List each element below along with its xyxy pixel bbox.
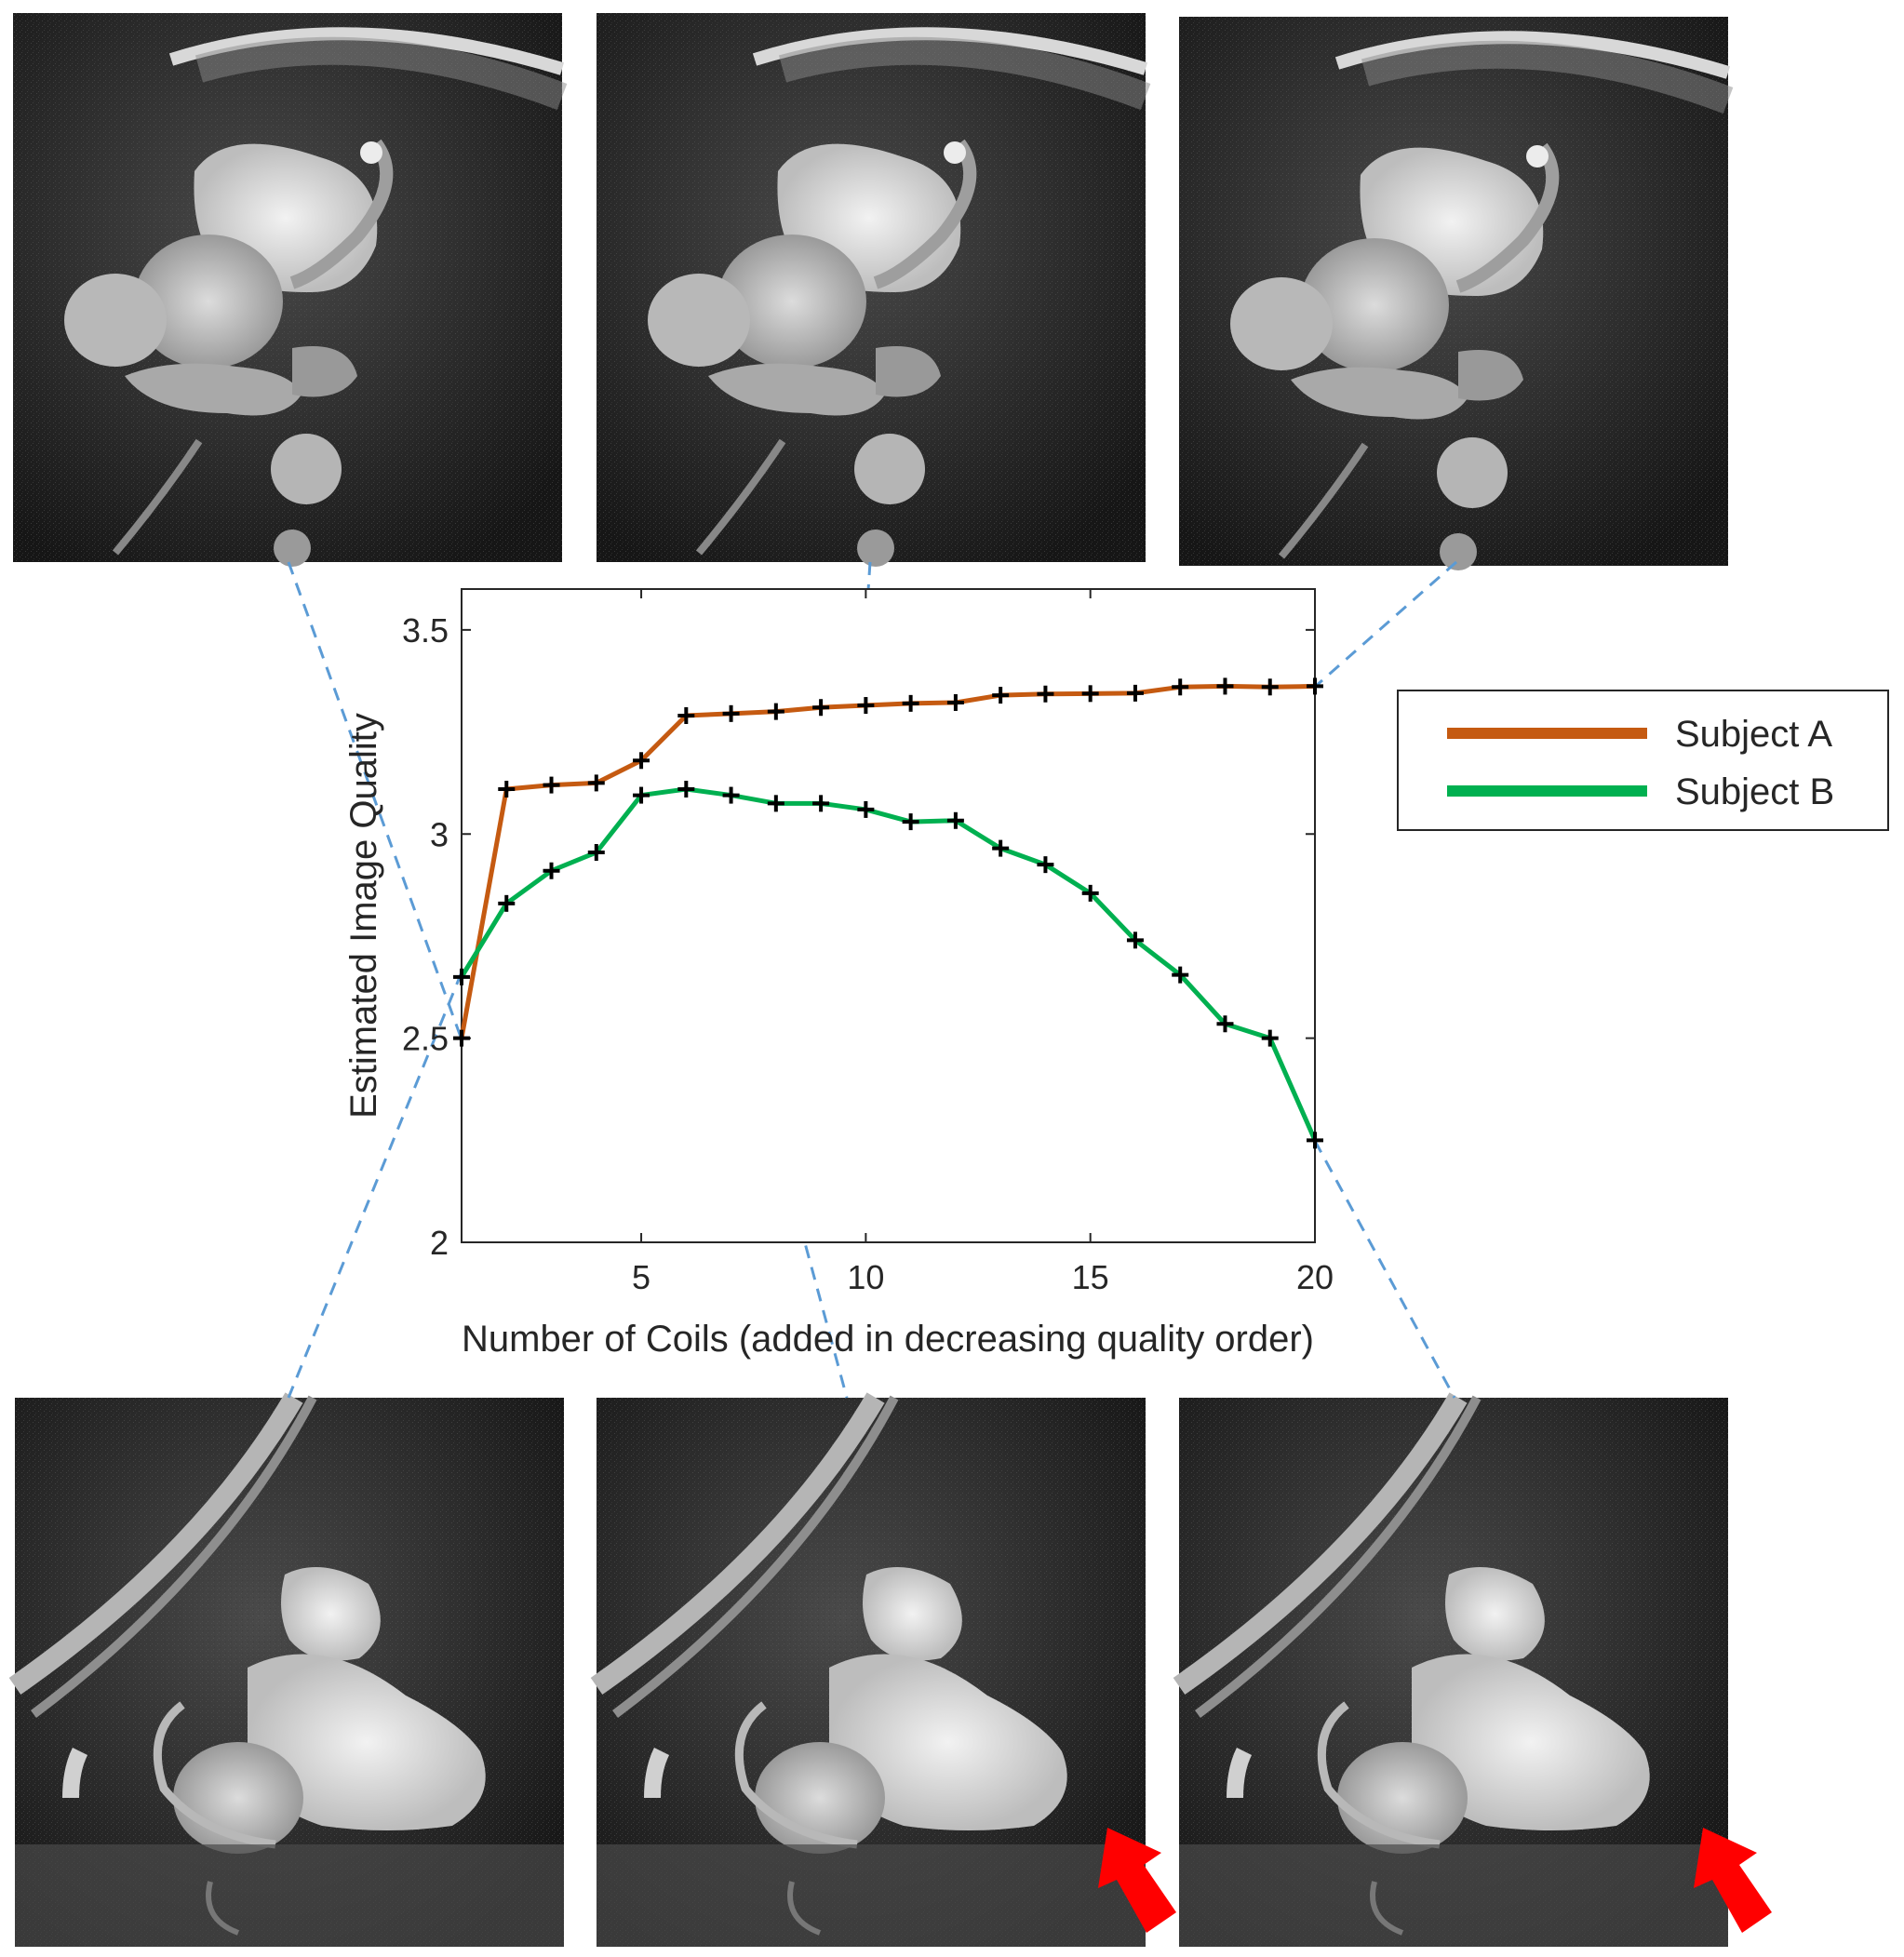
data-point-subject-a — [992, 687, 1010, 704]
series-markers — [453, 677, 1323, 1149]
data-point-subject-a — [1261, 678, 1279, 696]
data-point-subject-a — [812, 699, 830, 717]
y-tick-label: 2.5 — [402, 1020, 449, 1058]
legend-box — [1397, 690, 1889, 831]
data-point-subject-b — [498, 894, 516, 912]
data-point-subject-a — [543, 776, 560, 794]
x-tick-label: 10 — [847, 1258, 884, 1296]
data-point-subject-a — [1081, 685, 1099, 703]
data-point-subject-a — [1037, 685, 1054, 703]
data-point-subject-a — [1126, 684, 1144, 702]
mri-panel-bottom-2 — [597, 1398, 1146, 1947]
data-point-subject-b — [1037, 856, 1054, 874]
mri-panel-top-3 — [1179, 17, 1728, 570]
data-point-subject-a — [1216, 677, 1234, 695]
data-point-subject-a — [767, 703, 784, 720]
series-line-subject-b — [459, 786, 1318, 1142]
mri-panel-bottom-3 — [1179, 1398, 1728, 1947]
data-point-subject-b — [1081, 884, 1099, 902]
data-point-subject-a — [633, 752, 650, 770]
data-point-subject-a — [587, 774, 605, 792]
x-axis: 5 10 15 20 — [632, 589, 1334, 1296]
data-point-subject-b — [453, 968, 470, 985]
data-point-subject-b — [677, 780, 695, 798]
data-point-subject-a — [1307, 677, 1323, 695]
x-tick-label: 20 — [1296, 1258, 1334, 1296]
data-point-subject-b — [812, 795, 830, 812]
data-point-subject-a — [946, 693, 964, 711]
x-tick-label: 5 — [632, 1258, 650, 1296]
artifact-arrow-1 — [1098, 1828, 1176, 1933]
legend: Subject A Subject B — [1397, 690, 1889, 831]
data-point-subject-b — [1307, 1132, 1323, 1149]
data-point-subject-b — [722, 786, 740, 804]
data-point-subject-a — [902, 694, 919, 712]
data-point-subject-a — [857, 697, 875, 715]
data-point-subject-b — [1172, 966, 1189, 984]
data-point-subject-b — [946, 811, 964, 829]
x-tick-label: 15 — [1072, 1258, 1109, 1296]
data-point-subject-a — [1172, 678, 1189, 696]
y-tick-label: 2 — [430, 1224, 449, 1262]
data-point-subject-a — [677, 707, 695, 725]
legend-label-subject-a: Subject A — [1675, 714, 1832, 755]
connector-a-20 — [1314, 560, 1457, 689]
connector-a-1 — [287, 561, 463, 1040]
connector-b-1 — [287, 972, 463, 1399]
line-chart: 2 2.5 3 3.5 5 10 15 20 Number of Coils (added … — [343, 588, 1334, 1360]
connector-b-20 — [1313, 1140, 1456, 1399]
data-point-subject-a — [722, 704, 740, 722]
x-axis-label: Number of Coils (added in decreasing qua… — [462, 1319, 1314, 1360]
data-point-subject-b — [543, 862, 560, 879]
plot-area — [461, 588, 1316, 1243]
data-point-subject-b — [1126, 932, 1144, 949]
data-point-subject-b — [1216, 1015, 1234, 1033]
y-tick-label: 3 — [430, 815, 449, 853]
y-tick-label: 3.5 — [402, 611, 449, 650]
data-point-subject-b — [587, 843, 605, 861]
mri-panel-bottom-1 — [15, 1398, 564, 1947]
mri-panel-top-2 — [597, 13, 1146, 567]
data-point-subject-b — [633, 786, 650, 804]
data-point-subject-b — [992, 839, 1010, 857]
y-axis: 2 2.5 3 3.5 — [402, 611, 1315, 1262]
data-point-subject-b — [857, 800, 875, 818]
data-point-subject-a — [498, 780, 516, 798]
mri-panel-top-1 — [13, 13, 562, 567]
data-point-subject-b — [1261, 1029, 1279, 1047]
data-point-subject-b — [767, 795, 784, 812]
data-point-subject-b — [902, 813, 919, 831]
legend-label-subject-b: Subject B — [1675, 771, 1834, 812]
artifact-arrow-2 — [1694, 1828, 1772, 1933]
data-point-subject-a — [453, 1029, 470, 1047]
y-axis-label: Estimated Image Quality — [343, 713, 384, 1119]
